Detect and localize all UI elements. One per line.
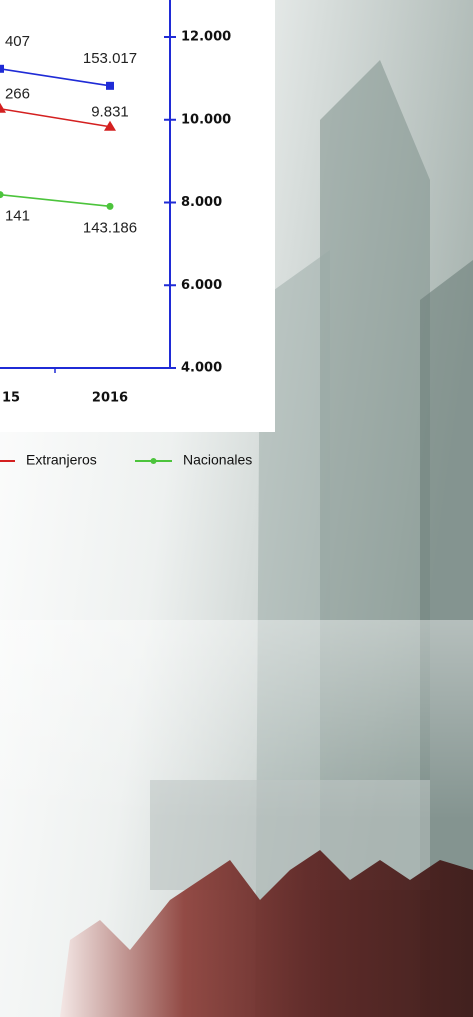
- y2-tick-label: 4.000: [181, 361, 222, 376]
- y2-tick-label: 12.000: [181, 30, 231, 45]
- series-line: [0, 193, 111, 208]
- series-line: [0, 67, 111, 87]
- y2-tick-label: 6.000: [181, 278, 222, 293]
- legend-marker: [150, 458, 157, 464]
- value-label: 153.017: [83, 50, 137, 67]
- marker: [0, 102, 6, 113]
- marker: [0, 191, 4, 199]
- marker: [0, 64, 4, 73]
- chart: 4.000 6.000 8.000 10.000 12.000 15 2016 407 153.…: [0, 0, 252, 468]
- y2-tick-label: 8.000: [181, 195, 222, 210]
- legend-label: Nacionales: [183, 452, 252, 468]
- marker: [104, 120, 116, 131]
- y2-tick-label: 10.000: [181, 112, 231, 127]
- value-label: 9.831: [91, 104, 129, 121]
- value-label: 143.186: [83, 219, 137, 236]
- series-line: [0, 107, 111, 128]
- value-label: 407: [5, 33, 30, 50]
- marker: [106, 202, 114, 210]
- value-label: 141: [5, 208, 30, 225]
- legend-label: Extranjeros: [26, 452, 97, 468]
- x-tick-label: 2016: [92, 391, 128, 406]
- value-label: 266: [5, 86, 30, 103]
- marker: [106, 81, 114, 90]
- x-tick-label: 15: [2, 391, 20, 406]
